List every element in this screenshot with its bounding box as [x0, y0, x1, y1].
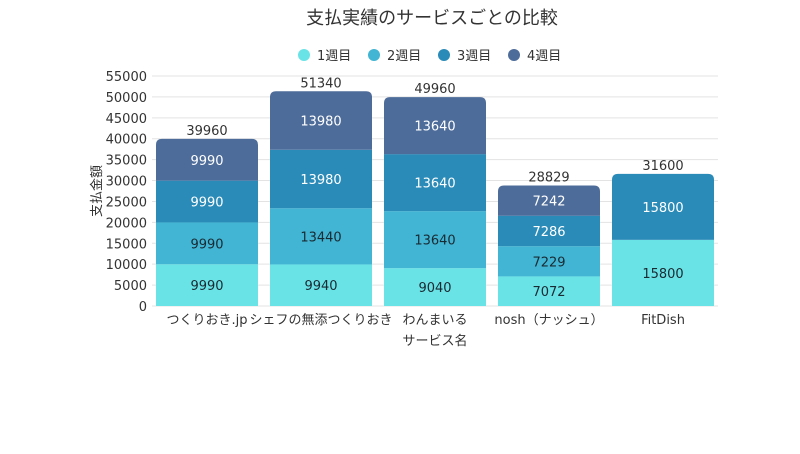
data-label: 13640 [414, 177, 455, 192]
bar-segment[interactable] [384, 154, 486, 212]
total-label: 28829 [528, 170, 569, 185]
total-label: 39960 [186, 124, 227, 139]
y-tick-label: 50000 [106, 91, 147, 106]
data-label: 7072 [532, 285, 565, 300]
x-tick-label: nosh（ナッシュ） [494, 313, 603, 328]
bar-segment[interactable] [498, 246, 600, 277]
bar-segment[interactable] [156, 264, 258, 306]
data-label: 13980 [300, 115, 341, 130]
chart-title: 支払実績のサービスごとの比較 [306, 8, 558, 29]
bar-segment[interactable] [156, 138, 258, 181]
legend-marker [508, 49, 520, 61]
y-tick-label: 45000 [106, 112, 147, 127]
data-label: 15800 [642, 267, 683, 282]
bar-segment[interactable] [270, 91, 372, 150]
legend-marker [368, 49, 380, 61]
total-label: 51340 [300, 76, 341, 91]
legend-label: 4週目 [527, 49, 561, 64]
x-tick-label: シェフの無添つくりおき [249, 313, 392, 328]
data-label: 9940 [304, 279, 337, 294]
legend-label: 3週目 [457, 49, 491, 64]
data-label: 13640 [414, 120, 455, 135]
data-label: 13980 [300, 173, 341, 188]
bars: 9990 9990 9990 9990 39960 9940 13440 13980 13980… [156, 76, 714, 306]
data-label: 13640 [414, 234, 455, 249]
y-tick-label: 5000 [114, 279, 147, 294]
legend-marker [438, 49, 450, 61]
data-label: 9990 [190, 237, 223, 252]
bar-segment[interactable] [270, 264, 372, 306]
y-tick-label: 20000 [106, 216, 147, 231]
bar-segment[interactable] [270, 208, 372, 265]
data-label: 13440 [300, 230, 341, 245]
legend: 1週目 2週目 3週目 4週目 [298, 49, 561, 64]
data-label: 15800 [642, 201, 683, 216]
y-tick-label: 25000 [106, 195, 147, 210]
bar-segment[interactable] [498, 185, 600, 216]
legend-marker [298, 49, 310, 61]
y-tick-label: 10000 [106, 258, 147, 273]
y-axis: 0 5000 10000 15000 20000 25000 30000 35000 40000… [106, 70, 147, 315]
bar-segment[interactable] [498, 215, 600, 247]
bar-segment[interactable] [384, 211, 486, 269]
bar-segment[interactable] [384, 97, 486, 155]
data-label: 9990 [190, 196, 223, 211]
x-axis: つくりおき.jp シェフの無添つくりおき わんまいる nosh（ナッシュ） FitDis… [167, 313, 685, 328]
bar-segment[interactable] [156, 222, 258, 265]
data-label: 9040 [418, 281, 451, 296]
x-axis-title: サービス名 [402, 333, 467, 349]
bar-segment[interactable] [156, 180, 258, 223]
bar-segment[interactable] [270, 149, 372, 209]
y-tick-label: 30000 [106, 175, 147, 190]
y-tick-label: 15000 [106, 237, 147, 252]
y-tick-label: 0 [139, 300, 147, 315]
y-tick-label: 35000 [106, 154, 147, 169]
y-tick-label: 55000 [106, 70, 147, 85]
y-tick-label: 40000 [106, 133, 147, 148]
legend-label: 2週目 [387, 49, 421, 64]
bar-segment[interactable] [612, 239, 714, 306]
legend-label: 1週目 [317, 49, 351, 64]
bar-segment[interactable] [498, 276, 600, 306]
x-tick-label: つくりおき.jp [167, 313, 248, 328]
bar-segment[interactable] [612, 173, 714, 240]
data-label: 7286 [532, 225, 565, 240]
data-label: 9990 [190, 154, 223, 169]
bar-segment[interactable] [384, 268, 486, 306]
total-label: 49960 [414, 82, 455, 97]
total-label: 31600 [642, 159, 683, 174]
x-tick-label: わんまいる [402, 313, 467, 328]
data-label: 7242 [532, 195, 565, 210]
data-label: 7229 [532, 255, 565, 270]
data-label: 9990 [190, 279, 223, 294]
y-axis-title: 支払金額 [89, 165, 105, 217]
x-tick-label: FitDish [641, 313, 685, 328]
